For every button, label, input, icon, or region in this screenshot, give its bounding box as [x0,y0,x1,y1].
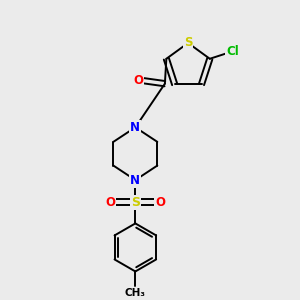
Text: N: N [130,121,140,134]
Text: CH₃: CH₃ [125,288,146,298]
Text: S: S [131,196,140,208]
Text: Cl: Cl [226,45,239,58]
Text: O: O [106,196,116,208]
Text: O: O [155,196,165,208]
Text: N: N [130,174,140,187]
Text: S: S [184,37,192,50]
Text: O: O [134,74,143,87]
